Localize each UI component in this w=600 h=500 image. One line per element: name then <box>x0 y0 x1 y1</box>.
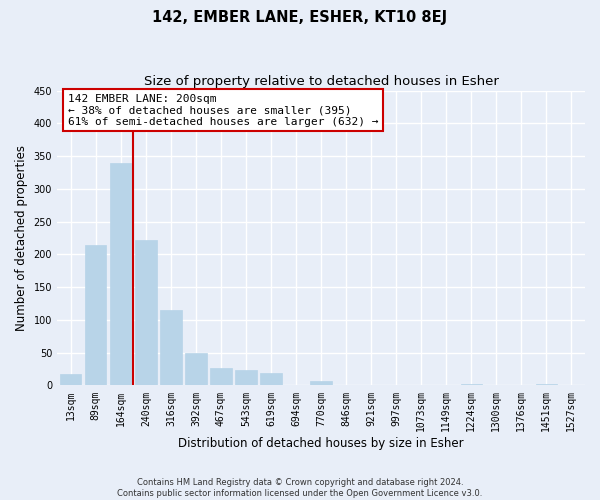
Bar <box>85 244 106 386</box>
Text: 142 EMBER LANE: 200sqm
← 38% of detached houses are smaller (395)
61% of semi-de: 142 EMBER LANE: 200sqm ← 38% of detached… <box>68 94 378 126</box>
Bar <box>310 381 332 386</box>
Bar <box>260 373 281 386</box>
Bar <box>235 370 257 386</box>
X-axis label: Distribution of detached houses by size in Esher: Distribution of detached houses by size … <box>178 437 464 450</box>
Text: 142, EMBER LANE, ESHER, KT10 8EJ: 142, EMBER LANE, ESHER, KT10 8EJ <box>152 10 448 25</box>
Bar <box>110 162 131 386</box>
Text: Contains HM Land Registry data © Crown copyright and database right 2024.
Contai: Contains HM Land Registry data © Crown c… <box>118 478 482 498</box>
Bar <box>461 384 482 386</box>
Bar <box>60 374 82 386</box>
Y-axis label: Number of detached properties: Number of detached properties <box>15 145 28 331</box>
Bar <box>135 240 157 386</box>
Bar <box>185 352 206 386</box>
Bar <box>210 368 232 386</box>
Bar <box>560 385 582 386</box>
Bar <box>160 310 182 386</box>
Bar <box>536 384 557 386</box>
Title: Size of property relative to detached houses in Esher: Size of property relative to detached ho… <box>143 75 499 88</box>
